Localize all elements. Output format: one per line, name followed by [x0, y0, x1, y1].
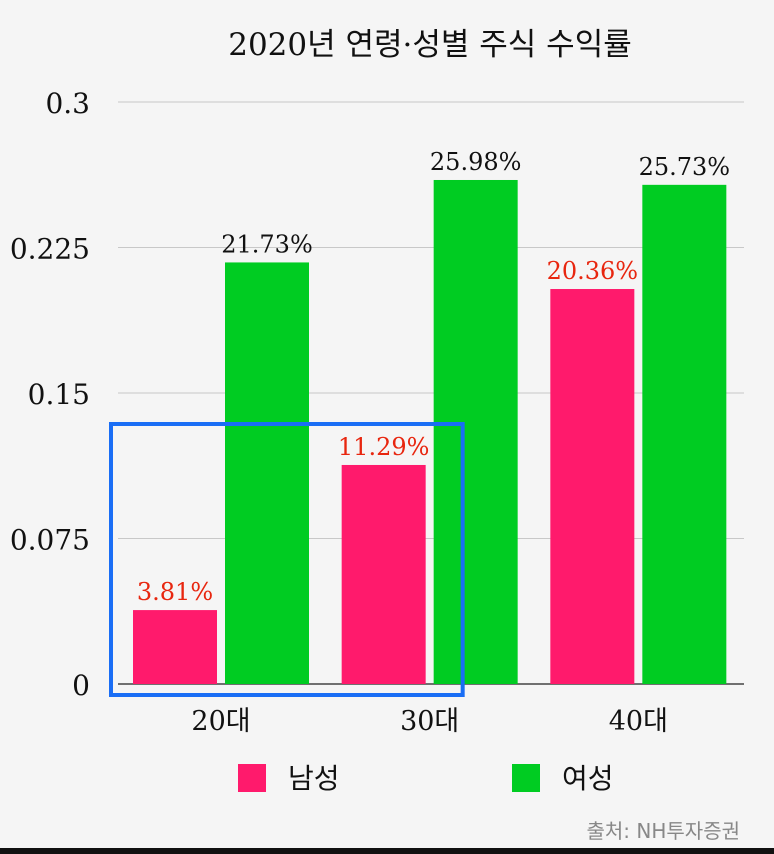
- x-tick-label: 20대: [191, 706, 250, 737]
- bar-male-30대: [341, 464, 426, 684]
- bar-female-20대: [225, 262, 309, 684]
- bar-female-40대: [642, 184, 727, 684]
- source-note: 출처: NH투자증권: [587, 819, 741, 843]
- bar-male-40대: [550, 289, 635, 684]
- y-tick-label: 0.15: [28, 378, 90, 411]
- x-tick-label: 40대: [609, 706, 668, 737]
- legend-swatch: [238, 764, 266, 792]
- legend-label: 남성: [288, 762, 340, 795]
- y-tick-label: 0.3: [45, 87, 90, 120]
- bottom-rule: [0, 848, 774, 854]
- bar-male-20대: [133, 610, 217, 684]
- data-label: 11.29%: [338, 433, 430, 461]
- legend-label: 여성: [562, 762, 614, 795]
- data-label: 21.73%: [221, 230, 313, 258]
- y-tick-label: 0: [72, 669, 90, 702]
- legend: 남성 여성: [238, 762, 614, 795]
- y-axis: 0 0.075 0.15 0.225 0.3: [10, 87, 90, 702]
- y-tick-label: 0.075: [10, 524, 90, 557]
- x-axis: 20대 30대 40대: [191, 706, 668, 737]
- gridlines: [118, 101, 744, 685]
- bar-female-30대: [433, 179, 518, 684]
- data-label: 3.81%: [137, 578, 213, 606]
- x-tick-label: 30대: [400, 706, 459, 737]
- y-tick-label: 0.225: [10, 233, 90, 266]
- data-label: 25.73%: [639, 153, 731, 181]
- highlight-box: [109, 422, 465, 697]
- data-label: 20.36%: [547, 257, 639, 285]
- chart-title: 2020년 연령·성별 주식 수익률: [228, 27, 632, 63]
- data-label: 25.98%: [430, 148, 522, 176]
- bars: 3.81% 21.73% 11.29% 25.98% 20.36% 25.73%: [109, 148, 731, 697]
- legend-swatch: [512, 764, 540, 792]
